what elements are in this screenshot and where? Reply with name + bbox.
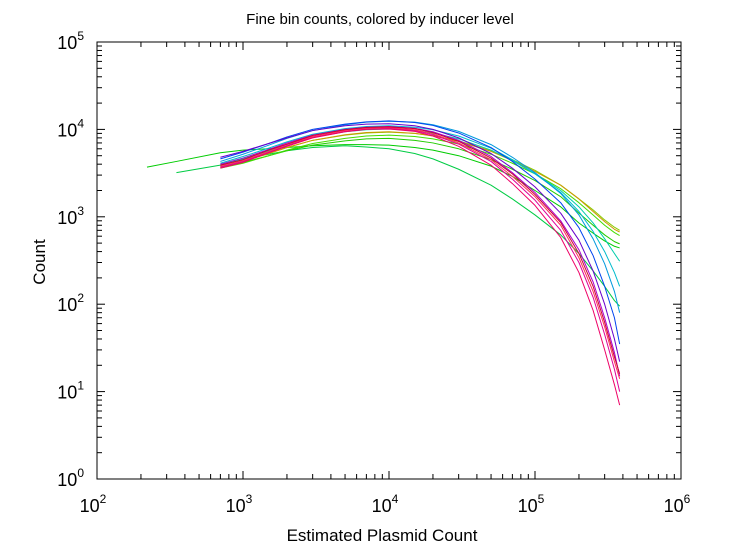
series-lines [146, 120, 621, 406]
series-line-2 [176, 145, 621, 307]
series-line-12 [220, 125, 621, 377]
y-tick-label: 101 [57, 379, 84, 403]
y-tick-label: 104 [57, 116, 84, 140]
x-tick-label: 105 [518, 492, 545, 516]
y-tick-label: 105 [57, 29, 84, 53]
series-line-15 [220, 127, 621, 379]
x-tick-label: 103 [226, 492, 253, 516]
x-axis-label: Estimated Plasmid Count [287, 526, 478, 545]
y-tick-label: 102 [57, 291, 84, 315]
y-tick-labels: 100 101 102 103 104 105 [57, 29, 84, 490]
x-tick-label: 106 [664, 492, 691, 516]
plot-frame [96, 41, 682, 480]
chart-title: Fine bin counts, colored by inducer leve… [246, 11, 514, 28]
series-line-3 [220, 137, 620, 245]
series-line-16 [220, 126, 621, 374]
series-line-1 [146, 144, 620, 249]
y-axis-label: Count [30, 239, 49, 285]
minor-ticks [96, 42, 681, 480]
series-line-8 [220, 125, 621, 287]
series-line-11 [220, 123, 621, 362]
series-line-10 [220, 120, 621, 345]
x-tick-labels: 102 103 104 105 106 [80, 492, 691, 516]
y-tick-label: 100 [57, 466, 84, 490]
series-line-13 [220, 127, 621, 392]
y-tick-label: 103 [57, 204, 84, 228]
x-tick-label: 104 [372, 492, 399, 516]
x-tick-label: 102 [80, 492, 107, 516]
series-line-14 [220, 128, 621, 406]
